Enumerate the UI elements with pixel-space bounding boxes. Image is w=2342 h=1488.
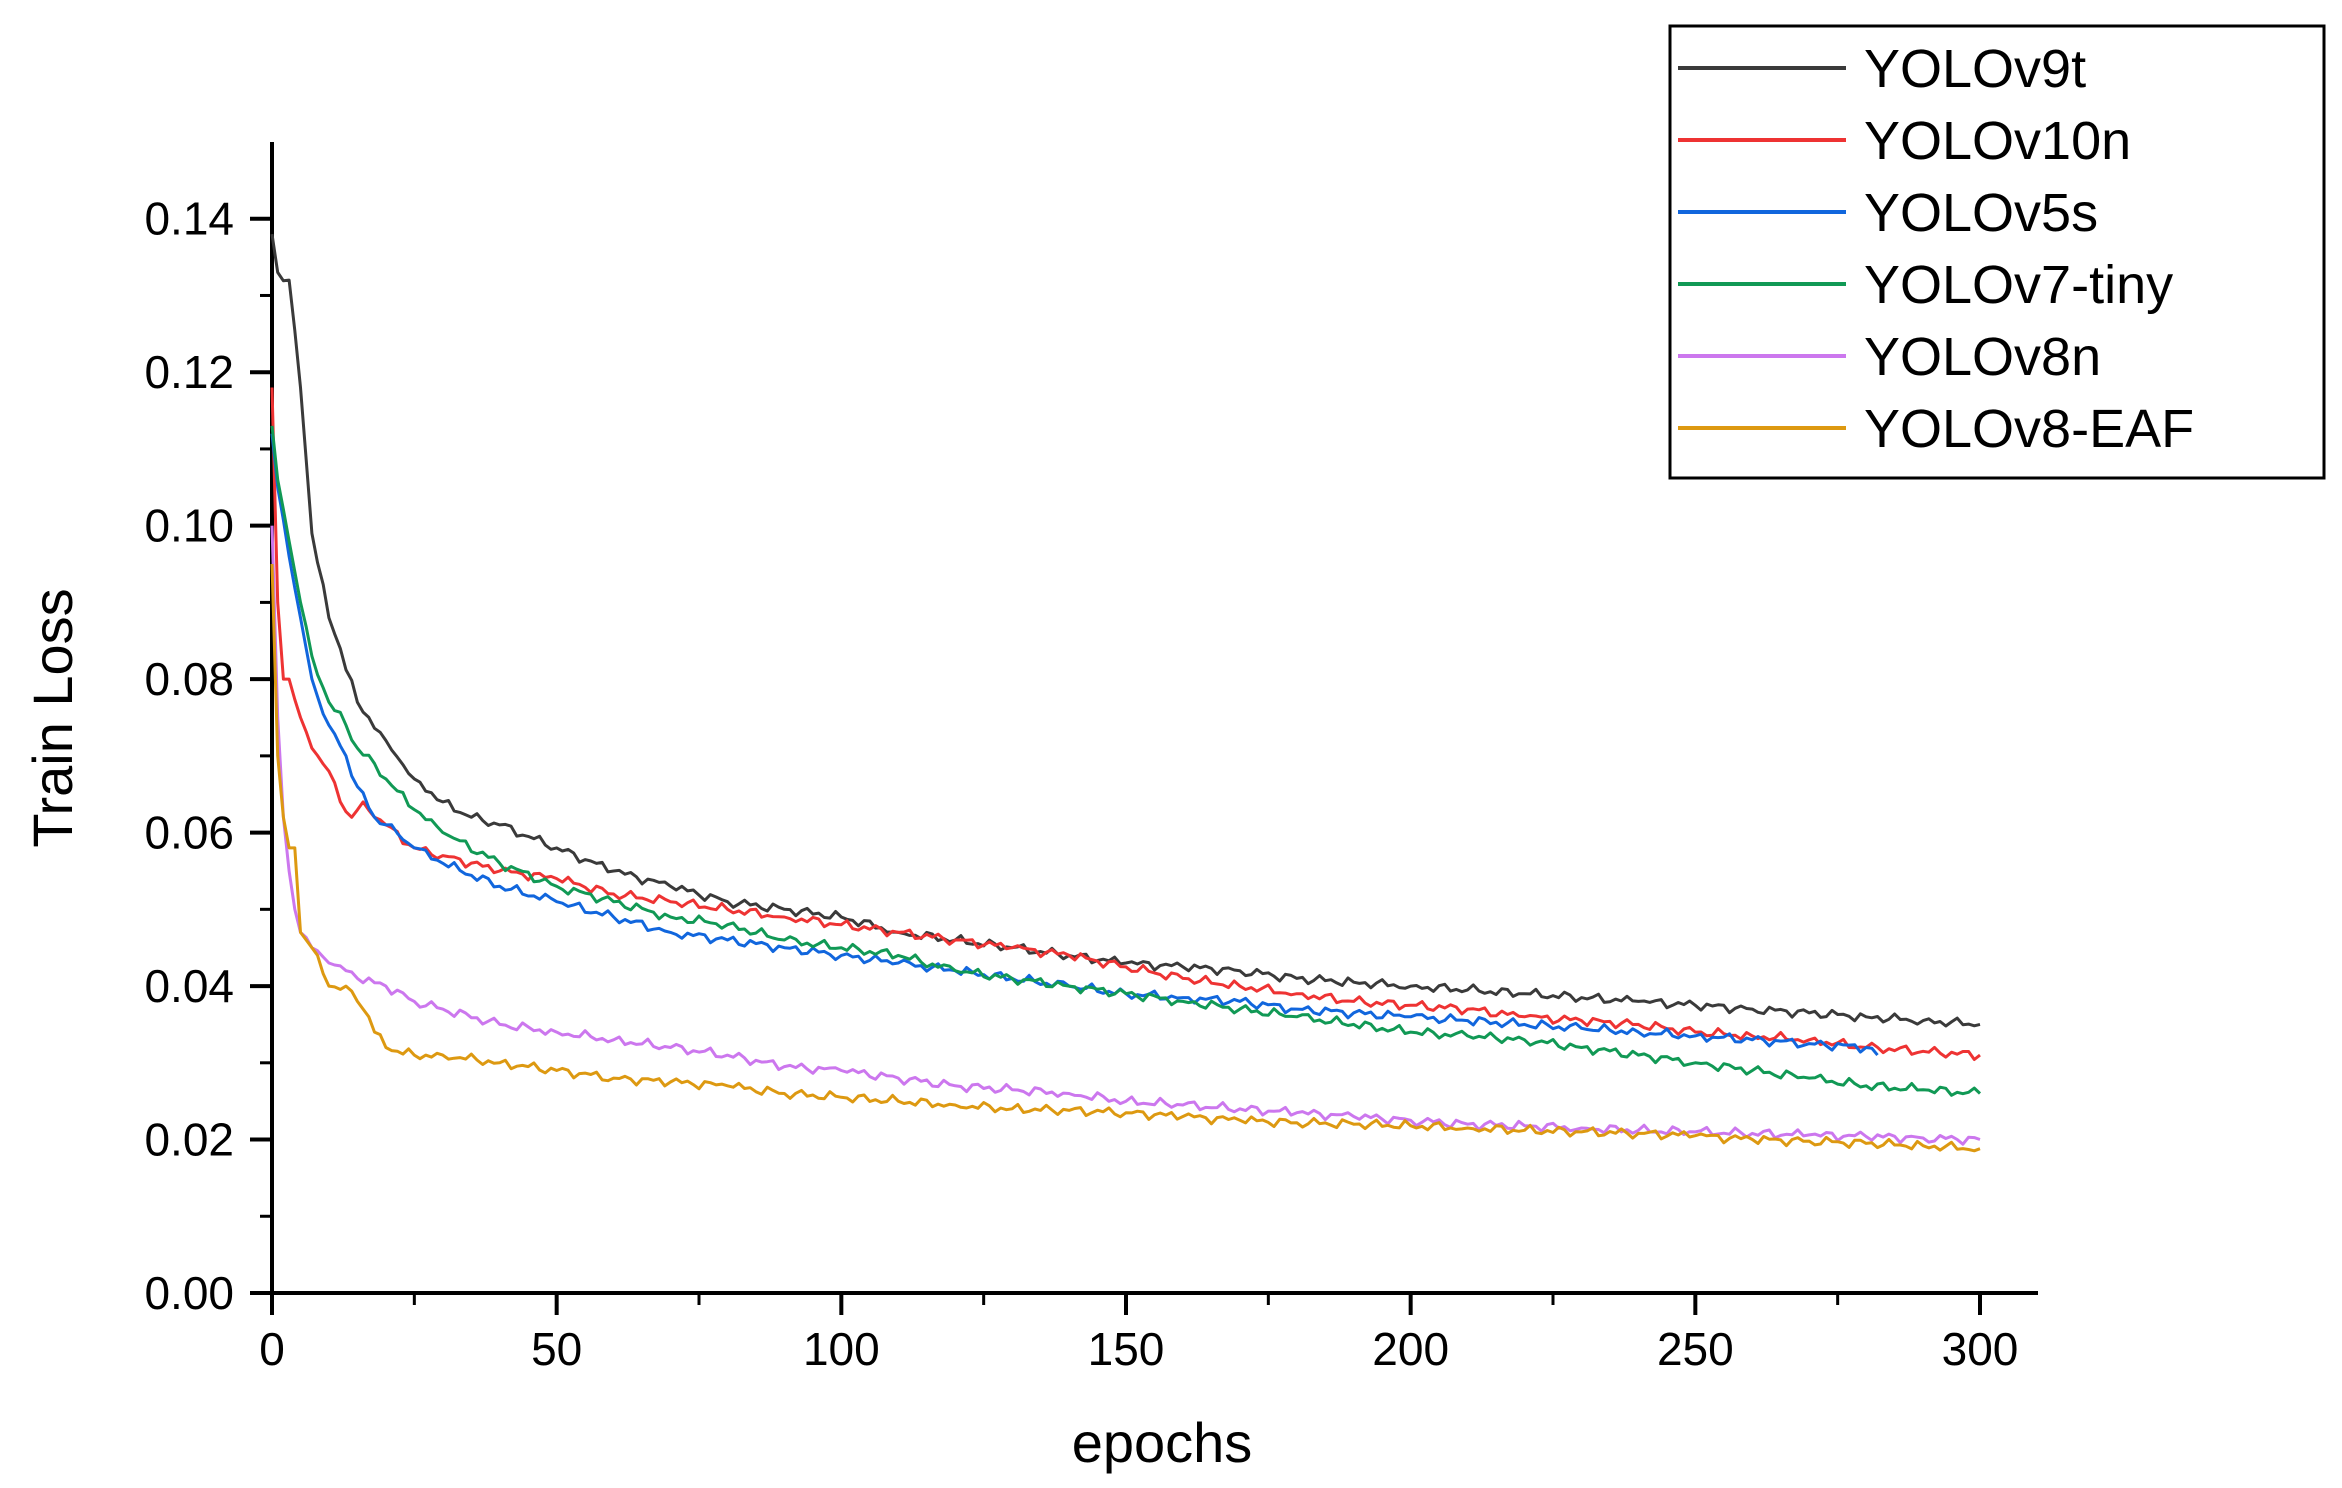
series-line-yolov8n [270, 525, 1981, 1146]
legend-label: YOLOv5s [1864, 183, 2098, 243]
y-tick-label: 0.12 [144, 346, 234, 398]
series-line-yolov9t [270, 233, 1981, 1028]
legend-label: YOLOv8n [1864, 327, 2101, 387]
x-tick-label: 300 [1942, 1323, 2019, 1375]
legend-label: YOLOv8-EAF [1864, 399, 2194, 459]
x-tick-label: 150 [1088, 1323, 1165, 1375]
x-tick-label: 50 [531, 1323, 582, 1375]
y-axis-title: Train Loss [21, 588, 84, 847]
legend-label: YOLOv10n [1864, 111, 2131, 171]
legend-label: YOLOv9t [1864, 39, 2086, 99]
axes [270, 142, 2038, 1295]
x-axis-title: epochs [1072, 1411, 1253, 1474]
y-tick-label: 0.10 [144, 500, 234, 552]
data-series [270, 233, 1982, 1153]
legend: YOLOv9t YOLOv10n YOLOv5s YOLOv7-tiny YOLOv8n… [1668, 24, 2326, 480]
x-tick-label: 250 [1657, 1323, 1734, 1375]
series-line-yolov8-eaf [270, 563, 1981, 1153]
y-tick-label: 0.14 [144, 193, 234, 245]
x-tick-label: 200 [1372, 1323, 1449, 1375]
y-tick-label: 0.00 [144, 1267, 234, 1319]
y-tick-label: 0.08 [144, 653, 234, 705]
x-tick-label: 100 [803, 1323, 880, 1375]
y-tick-label: 0.06 [144, 807, 234, 859]
ticks: 0 50 100 150 200 250 300 0.00 0.02 0.04 0.06 0.08 0.… [144, 193, 2018, 1375]
y-tick-label: 0.02 [144, 1114, 234, 1166]
legend-label: YOLOv7-tiny [1864, 255, 2173, 315]
x-tick-label: 0 [259, 1323, 285, 1375]
series-line-yolov7-tiny [270, 425, 1982, 1097]
y-tick-label: 0.04 [144, 960, 234, 1012]
series-line-yolov10n [270, 387, 1981, 1061]
series-line-yolov5s [270, 433, 1879, 1057]
legend-box [1668, 24, 2326, 480]
